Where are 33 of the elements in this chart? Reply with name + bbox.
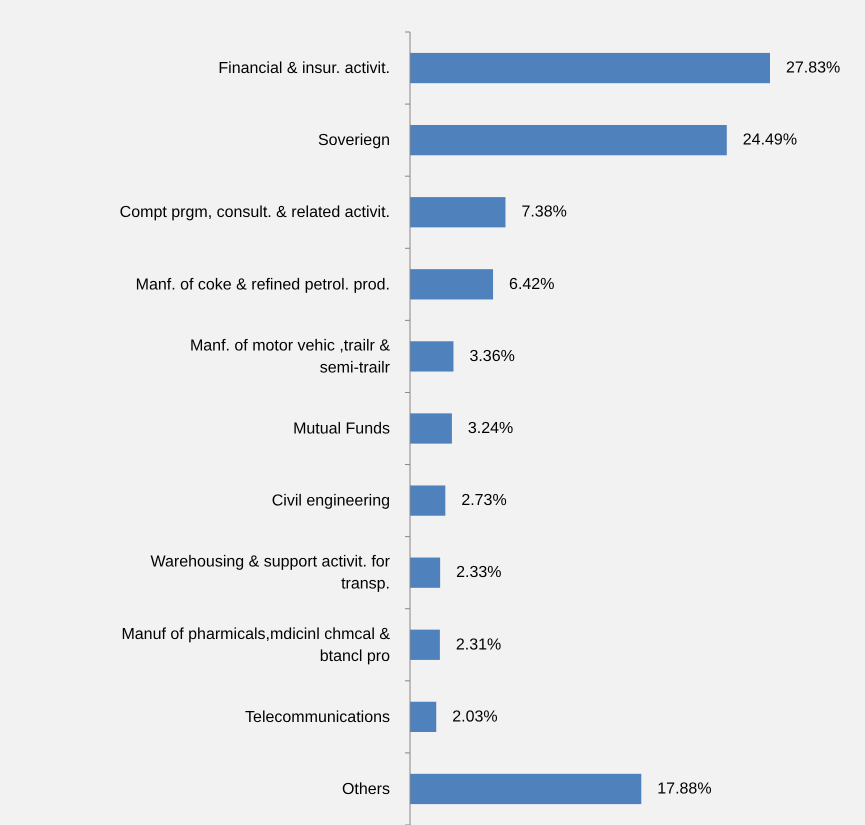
bar [410, 630, 440, 660]
data-label: 27.83% [786, 60, 840, 77]
y-tick-label: Mutual Funds [293, 420, 390, 437]
data-label: 2.31% [456, 636, 502, 654]
data-label: 2.73% [461, 492, 507, 510]
y-tick-label: Warehousing & support activit. for transp. [150, 553, 391, 592]
bar [410, 558, 440, 588]
data-label: 2.03% [452, 708, 498, 726]
data-label: 3.24% [468, 420, 514, 437]
bar [410, 124, 727, 156]
y-tick-label: Manf. of coke & refined petrol. prod. [136, 276, 390, 293]
y-tick-label: Soveriegn [318, 132, 390, 149]
y-tick-label: Manuf of pharmicals,mdicinl chmcal & btancl pro [121, 625, 390, 664]
data-label: 17.88% [657, 780, 712, 798]
y-tick-label: Others [342, 780, 390, 798]
data-label: 2.33% [456, 564, 502, 582]
data-label: 24.49% [742, 132, 798, 149]
y-tick-label: Financial & insur. activit. [218, 60, 390, 77]
bar [410, 702, 436, 732]
y-tick-label: Telecommunications [245, 708, 390, 726]
bar [410, 774, 642, 804]
y-tick-label: Civil engineering [272, 492, 390, 510]
data-label: 3.36% [469, 348, 515, 365]
y-tick-label: Compt prgm, consult. & related activit. [120, 204, 390, 221]
bar [410, 52, 770, 84]
bar [410, 197, 506, 228]
bar [410, 485, 446, 516]
data-label: 7.38% [521, 204, 567, 221]
bar [410, 269, 494, 300]
bar [410, 413, 452, 444]
data-label: 6.42% [509, 276, 554, 293]
y-tick-label: Manf. of motor vehic ,trailr & semi-trailr [190, 336, 391, 376]
bar [410, 341, 454, 372]
